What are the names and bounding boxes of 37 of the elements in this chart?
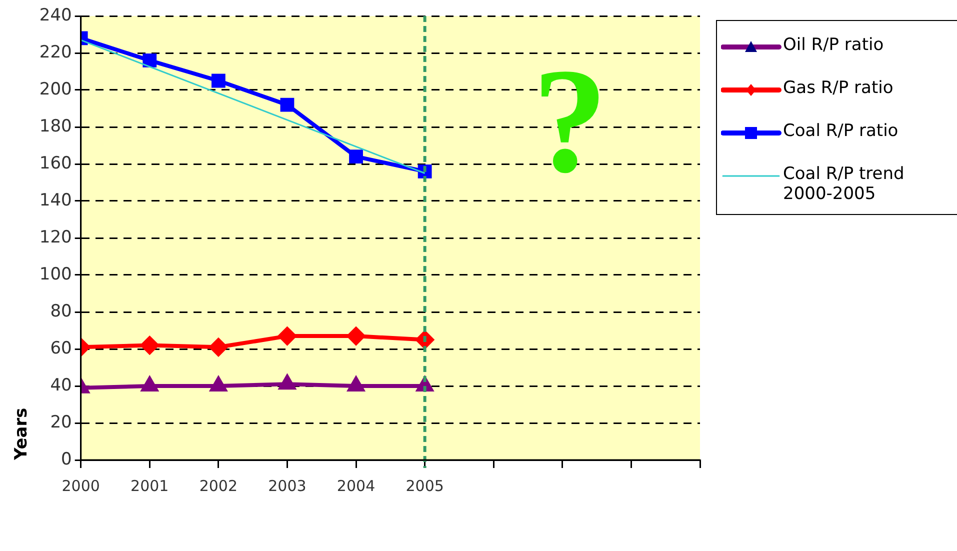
point — [140, 336, 159, 354]
y-axis-title: Years — [12, 408, 32, 461]
annotation: ? — [532, 38, 608, 204]
point — [347, 327, 366, 346]
y-tick-label: 120 — [39, 227, 72, 248]
point — [210, 377, 226, 392]
point — [280, 98, 294, 112]
y-tick-label: 220 — [39, 42, 72, 62]
point — [142, 53, 157, 68]
x-tick-label: 2004 — [336, 476, 376, 495]
point — [211, 74, 226, 88]
y-tick-label: 20 — [50, 412, 72, 432]
point — [279, 375, 296, 390]
y-tick-label: 180 — [39, 116, 72, 136]
y-tick-label: 140 — [39, 190, 72, 210]
x-tick-label: 2002 — [199, 476, 238, 495]
legend-label: Oil R/P ratio — [783, 35, 885, 55]
legend-label: Coal R/P trend 2000-2005 — [783, 164, 906, 204]
legend-label: Coal R/P ratio — [783, 121, 900, 141]
point — [209, 338, 228, 356]
point — [349, 150, 363, 164]
y-tick-label: 0 — [61, 449, 72, 470]
x-tick-label: 2000 — [62, 476, 100, 495]
point — [348, 377, 364, 392]
y-tick-label: 60 — [50, 338, 72, 358]
y-tick-label: 160 — [39, 153, 72, 174]
y-tick-label: 80 — [50, 301, 72, 322]
y-tick-label: 240 — [39, 5, 72, 26]
y-tick-label: 100 — [39, 264, 72, 284]
legend-label: Gas R/P ratio — [783, 78, 894, 98]
point — [278, 327, 296, 346]
x-tick-label: 2003 — [268, 476, 306, 495]
y-tick-label: 40 — [50, 375, 72, 396]
point — [142, 377, 158, 392]
x-tick-label: 2001 — [130, 476, 169, 495]
y-tick-label: 200 — [39, 79, 72, 100]
x-tick-label: 2005 — [406, 476, 444, 495]
